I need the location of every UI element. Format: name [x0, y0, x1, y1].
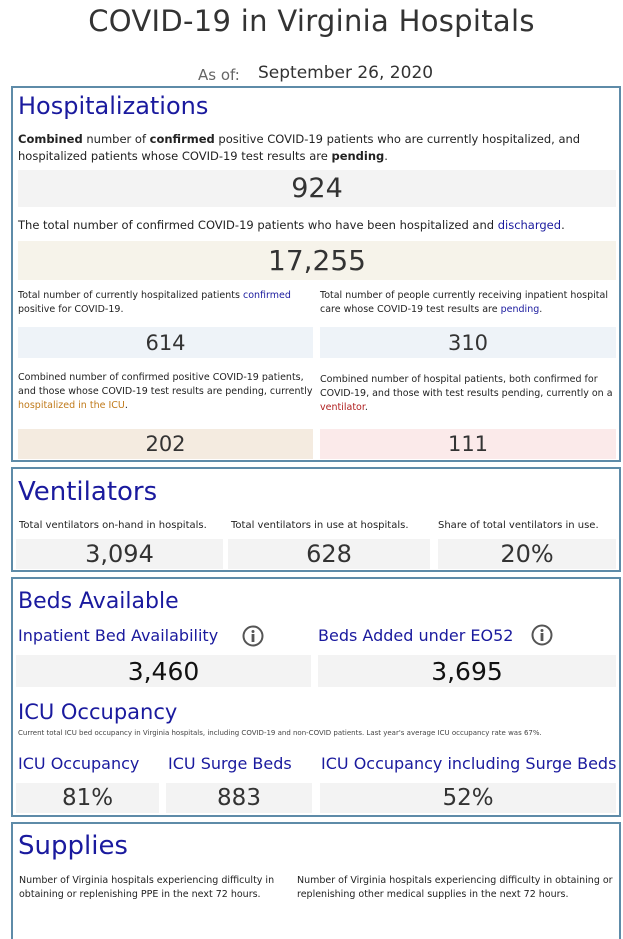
ventilators-title: Ventilators [18, 477, 158, 507]
ventilators-on-hand-label: Total ventilators on-hand in hospitals. [19, 520, 207, 531]
icu-including-surge-value: 52% [320, 783, 616, 813]
supplies-title: Supplies [18, 831, 128, 861]
combined-desc-combined: Combined [18, 132, 83, 146]
confirmed-value: 614 [18, 327, 313, 358]
ventilators-panel: Ventilators Total ventilators on-hand in… [11, 467, 621, 572]
supplies-panel: Supplies Number of Virginia hospitals ex… [11, 822, 621, 939]
ventilator-desc-highlight: ventilator [320, 402, 365, 413]
pending-description: Total number of people currently receivi… [320, 289, 615, 317]
icu-occupancy-note: Current total ICU bed occupancy in Virgi… [18, 729, 542, 737]
pending-desc-end: . [539, 304, 543, 315]
beds-panel: Beds Available Inpatient Bed Availabilit… [11, 577, 621, 817]
discharged-description: The total number of confirmed COVID-19 p… [18, 217, 616, 234]
combined-desc-pending: pending [331, 149, 385, 163]
discharged-desc-text: The total number of confirmed COVID-19 p… [18, 218, 498, 232]
eo52-beds-label: Beds Added under EO52 [318, 626, 514, 645]
discharged-value: 17,255 [18, 241, 616, 280]
as-of-date: September 26, 2020 [258, 63, 434, 83]
combined-description: Combined number of confirmed positive CO… [18, 131, 608, 165]
combined-desc-text-2: positive COVID-19 patients who are curre… [18, 132, 581, 163]
confirmed-desc-text: Total number of currently hospitalized p… [18, 290, 243, 301]
icu-including-surge-label: ICU Occupancy including Surge Beds [321, 754, 617, 773]
confirmed-desc-highlight: confirmed [242, 290, 291, 301]
pending-value: 310 [320, 327, 616, 358]
confirmed-description: Total number of currently hospitalized p… [18, 289, 308, 317]
ppe-difficulty-description: Number of Virginia hospitals experiencin… [19, 875, 275, 900]
icu-occupancy-label: ICU Occupancy [18, 754, 140, 773]
inpatient-bed-label: Inpatient Bed Availability [18, 626, 219, 645]
info-icon[interactable] [242, 625, 264, 647]
eo52-beds-value: 3,695 [318, 655, 616, 687]
ventilator-patients-value: 111 [320, 429, 616, 459]
ventilators-in-use-value: 628 [228, 539, 430, 569]
hospitalizations-title: Hospitalizations [18, 92, 209, 120]
icu-value: 202 [18, 429, 313, 459]
ventilators-share-value: 20% [438, 539, 616, 569]
combined-hospitalized-value: 924 [18, 170, 616, 207]
other-supplies-difficulty-description: Number of Virginia hospitals experiencin… [297, 875, 613, 900]
confirmed-desc-end: positive for COVID-19. [18, 304, 124, 315]
inpatient-bed-value: 3,460 [16, 655, 311, 687]
icu-description: Combined number of confirmed positive CO… [18, 371, 313, 413]
icu-surge-label: ICU Surge Beds [168, 754, 292, 773]
beds-title: Beds Available [18, 589, 179, 614]
discharged-desc-highlight: discharged [497, 218, 562, 232]
icu-occupancy-value: 81% [16, 783, 159, 813]
page-title: COVID-19 in Virginia Hospitals [88, 4, 535, 38]
pending-desc-text: Total number of people currently receivi… [320, 290, 608, 315]
ventilator-desc-end: . [364, 402, 368, 413]
icu-surge-value: 883 [166, 783, 312, 813]
ventilators-on-hand-value: 3,094 [16, 539, 223, 569]
as-of-label: As of: [198, 66, 240, 84]
ventilators-share-label: Share of total ventilators in use. [438, 520, 599, 531]
combined-desc-text-1: number of [82, 132, 150, 146]
pending-desc-highlight: pending [500, 304, 540, 315]
icu-desc-end: . [124, 400, 128, 411]
ventilator-description: Combined number of hospital patients, bo… [320, 373, 616, 415]
discharged-desc-end: . [561, 218, 565, 232]
ventilators-in-use-label: Total ventilators in use at hospitals. [231, 520, 409, 531]
combined-desc-confirmed: confirmed [149, 132, 215, 146]
icu-occupancy-title: ICU Occupancy [18, 700, 178, 724]
icu-desc-highlight: hospitalized in the ICU [18, 400, 125, 411]
info-icon[interactable] [531, 624, 553, 646]
hospitalizations-panel: Hospitalizations Combined number of conf… [11, 86, 621, 462]
ventilator-desc-text: Combined number of hospital patients, bo… [320, 374, 613, 399]
icu-desc-text: Combined number of confirmed positive CO… [18, 372, 313, 397]
combined-desc-text-3: . [384, 149, 388, 163]
